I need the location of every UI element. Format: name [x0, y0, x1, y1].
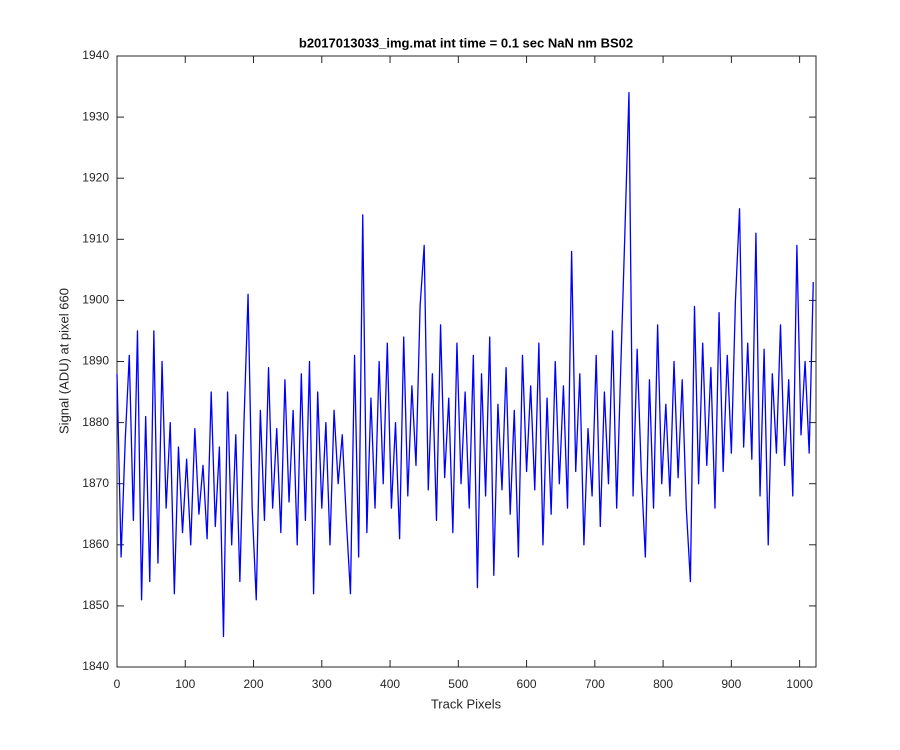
- x-tick-label: 900: [721, 677, 741, 691]
- y-tick-label: 1910: [82, 231, 109, 245]
- plot-area: [116, 55, 817, 668]
- x-tick-label: 200: [244, 677, 264, 691]
- x-tick-label: 600: [517, 677, 537, 691]
- x-tick-label: 800: [653, 677, 673, 691]
- y-tick-label: 1900: [82, 293, 109, 307]
- y-tick-label: 1880: [82, 415, 109, 429]
- x-tick-label: 1000: [786, 677, 813, 691]
- x-tick-label: 500: [448, 677, 468, 691]
- y-axis-label: Signal (ADU) at pixel 660: [56, 288, 71, 434]
- x-tick-label: 700: [585, 677, 605, 691]
- x-tick-label: 100: [175, 677, 195, 691]
- y-tick-label: 1930: [82, 109, 109, 123]
- y-tick-label: 1940: [82, 48, 109, 62]
- x-tick-label: 300: [312, 677, 332, 691]
- y-tick-label: 1870: [82, 476, 109, 490]
- y-tick-label: 1920: [82, 170, 109, 184]
- x-tick-label: 400: [380, 677, 400, 691]
- y-tick-label: 1850: [82, 598, 109, 612]
- data-line: [116, 92, 814, 638]
- y-tick-label: 1860: [82, 537, 109, 551]
- y-tick-label: 1890: [82, 354, 109, 368]
- chart-title: b2017013033_img.mat int time = 0.1 sec N…: [299, 35, 633, 50]
- x-tick-label: 0: [114, 677, 121, 691]
- y-tick-label: 1840: [82, 659, 109, 673]
- x-axis-label: Track Pixels: [431, 696, 502, 711]
